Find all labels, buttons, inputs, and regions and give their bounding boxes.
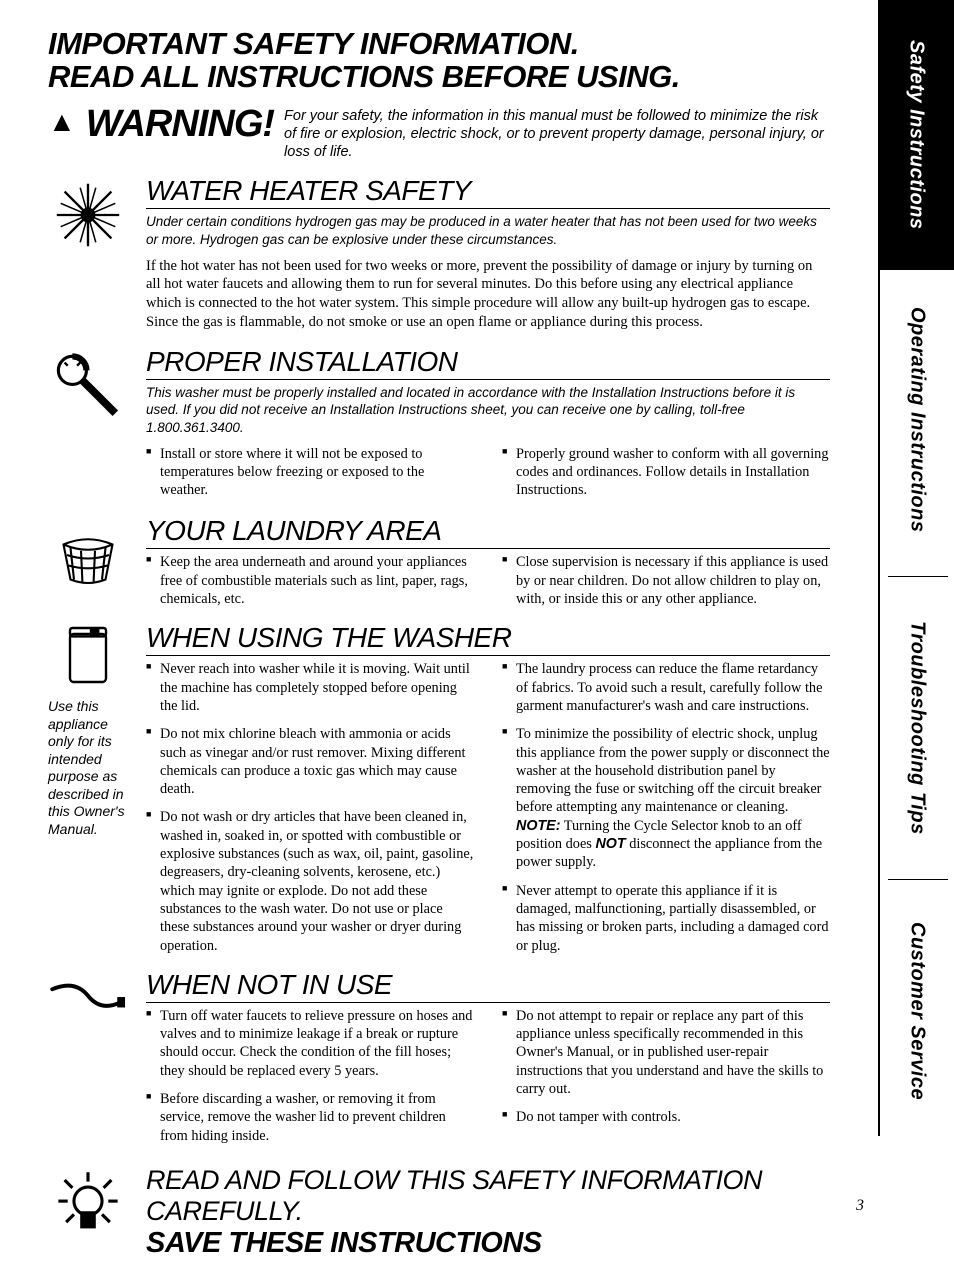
list-item: Properly ground washer to conform with a… xyxy=(502,445,830,500)
bullet-list-right: Close supervision is necessary if this a… xyxy=(502,553,830,608)
section-water-heater: WATER HEATER SAFETY Under certain condit… xyxy=(48,175,830,331)
main-heading: IMPORTANT SAFETY INFORMATION. READ ALL I… xyxy=(48,28,830,93)
section-not-in-use: WHEN NOT IN USE Turn off water faucets t… xyxy=(48,969,830,1155)
bullet-list-left: Turn off water faucets to relieve pressu… xyxy=(146,1007,474,1145)
section-intro: Under certain conditions hydrogen gas ma… xyxy=(146,213,830,248)
list-item: Never reach into washer while it is movi… xyxy=(146,660,474,715)
list-item: Turn off water faucets to relieve pressu… xyxy=(146,1007,474,1080)
section-using-washer: Use this appliance only for its intended… xyxy=(48,622,830,964)
list-item: Close supervision is necessary if this a… xyxy=(502,553,830,608)
wrench-icon xyxy=(48,346,128,426)
warning-triangle-icon: ▲ xyxy=(48,109,76,137)
section-title: WATER HEATER SAFETY xyxy=(146,175,830,209)
section-intro: This washer must be properly installed a… xyxy=(146,384,830,437)
side-tabs: Safety InstructionsOperating Instruction… xyxy=(878,0,954,1235)
footer-block: READ AND FOLLOW THIS SAFETY INFORMATION … xyxy=(48,1165,830,1260)
page-content: IMPORTANT SAFETY INFORMATION. READ ALL I… xyxy=(0,0,870,1280)
page-number: 3 xyxy=(856,1197,864,1215)
list-item: The laundry process can reduce the flame… xyxy=(502,660,830,715)
aside-note: Use this appliance only for its intended… xyxy=(48,698,132,838)
footer-line-2: SAVE THESE INSTRUCTIONS xyxy=(146,1227,830,1260)
side-tab[interactable]: Safety Instructions xyxy=(878,0,954,270)
explosion-icon xyxy=(48,175,128,255)
washer-icon xyxy=(48,622,128,688)
warning-block: ▲ WARNING! For your safety, the informat… xyxy=(48,103,830,161)
section-title: WHEN NOT IN USE xyxy=(146,969,830,1003)
list-item: Never attempt to operate this appliance … xyxy=(502,882,830,955)
cord-icon xyxy=(48,969,128,1029)
section-title: WHEN USING THE WASHER xyxy=(146,622,830,656)
list-item: Do not wash or dry articles that have be… xyxy=(146,808,474,954)
section-body: If the hot water has not been used for t… xyxy=(146,257,830,332)
footer-line-1: READ AND FOLLOW THIS SAFETY INFORMATION … xyxy=(146,1165,830,1227)
list-item: Keep the area underneath and around your… xyxy=(146,553,474,608)
list-item: Do not mix chlorine bleach with ammonia … xyxy=(146,725,474,798)
list-item: To minimize the possibility of electric … xyxy=(502,725,830,871)
bullet-list-left: Install or store where it will not be ex… xyxy=(146,445,474,500)
warning-text: For your safety, the information in this… xyxy=(284,103,830,161)
side-tab[interactable]: Customer Service xyxy=(878,886,954,1136)
lightbulb-icon xyxy=(48,1165,128,1245)
heading-line-1: IMPORTANT SAFETY INFORMATION. xyxy=(48,28,830,61)
section-title: YOUR LAUNDRY AREA xyxy=(146,515,830,549)
bullet-list-right: Do not attempt to repair or replace any … xyxy=(502,1007,830,1127)
bullet-list-left: Keep the area underneath and around your… xyxy=(146,553,474,608)
side-tab[interactable]: Operating Instructions xyxy=(878,270,954,570)
basket-icon xyxy=(48,515,128,595)
list-item: Do not attempt to repair or replace any … xyxy=(502,1007,830,1098)
bullet-list-right: Properly ground washer to conform with a… xyxy=(502,445,830,500)
bullet-list-right: The laundry process can reduce the flame… xyxy=(502,660,830,954)
section-laundry-area: YOUR LAUNDRY AREA Keep the area undernea… xyxy=(48,515,830,618)
list-item: Do not tamper with controls. xyxy=(502,1108,830,1126)
warning-label: WARNING! xyxy=(86,103,274,146)
list-item: Before discarding a washer, or removing … xyxy=(146,1090,474,1145)
side-tab[interactable]: Troubleshooting Tips xyxy=(878,583,954,873)
section-proper-installation: PROPER INSTALLATION This washer must be … xyxy=(48,346,830,510)
list-item: Install or store where it will not be ex… xyxy=(146,445,474,500)
section-title: PROPER INSTALLATION xyxy=(146,346,830,380)
bullet-list-left: Never reach into washer while it is movi… xyxy=(146,660,474,954)
heading-line-2: READ ALL INSTRUCTIONS BEFORE USING. xyxy=(48,61,830,94)
